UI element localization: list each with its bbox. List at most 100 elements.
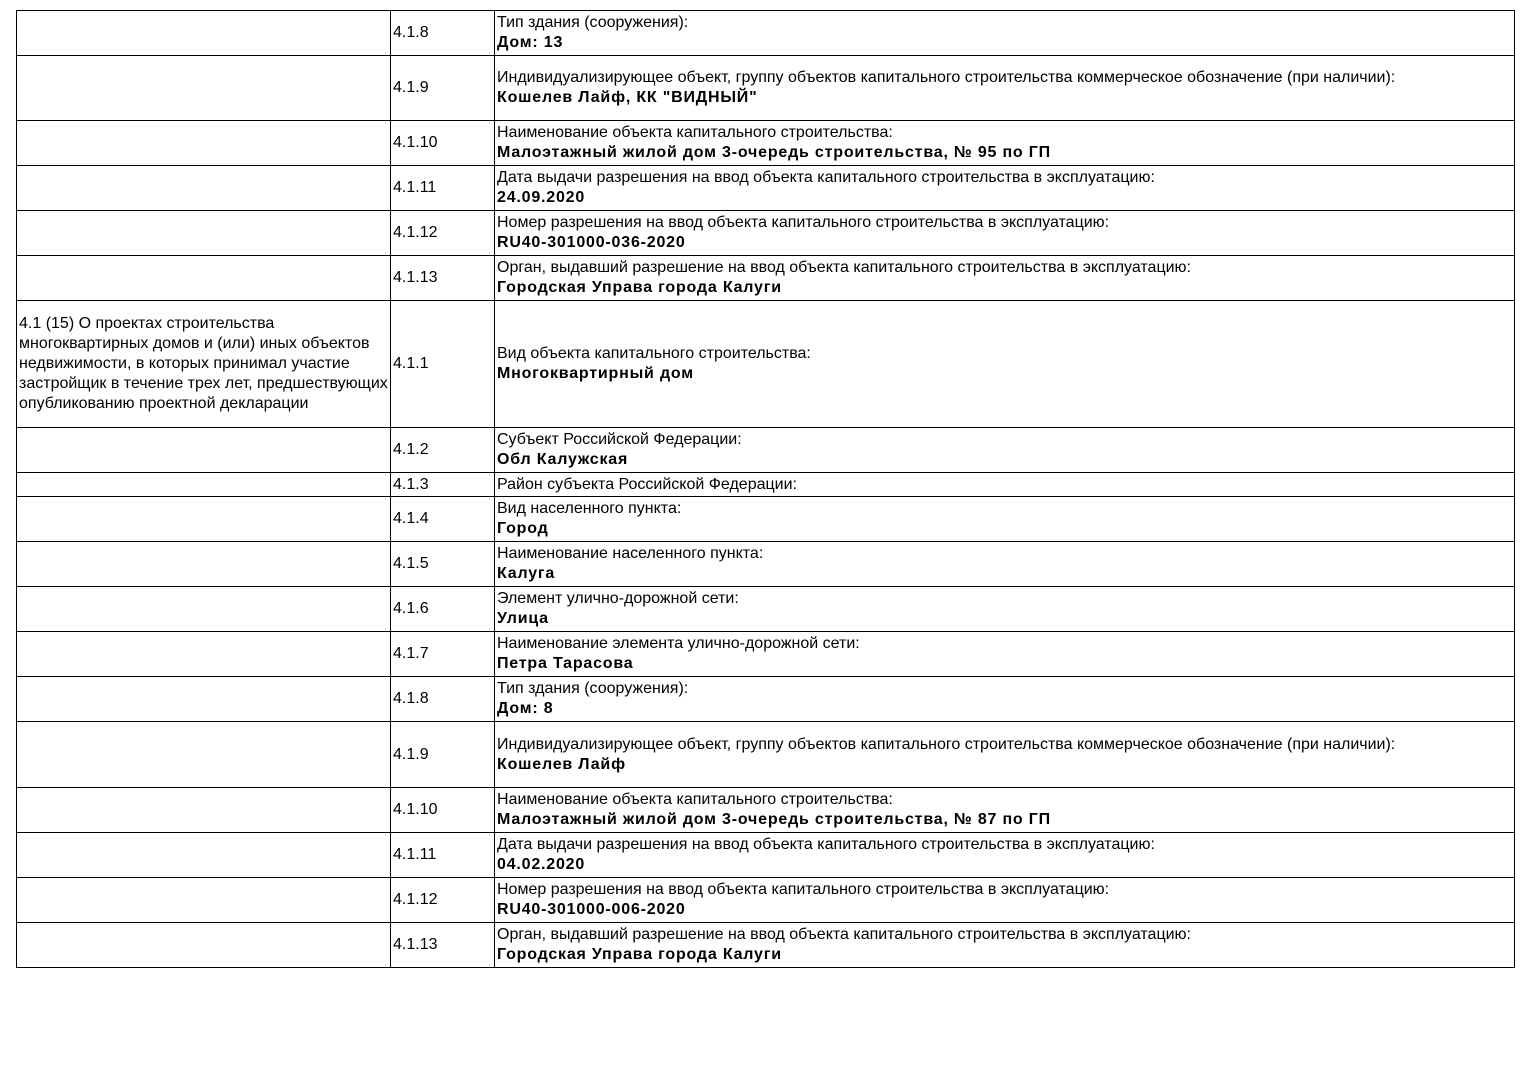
code-cell: 4.1.5 [391,542,495,587]
field-label: Номер разрешения на ввод объекта капитал… [497,214,1110,231]
content: Субъект Российской Федерации: Обл Калужск… [497,430,742,470]
field-value: Город [497,520,549,537]
item-code: 4.1.3 [393,475,429,493]
content-cell: Наименование объекта капитального строит… [495,121,1515,166]
section-cell [17,632,391,677]
content: Индивидуализирующее объект, группу объек… [497,735,1395,775]
table-row: 4.1.5 Наименование населенного пункта: Кал… [17,542,1515,587]
content: Тип здания (сооружения): Дом: 8 [497,679,688,719]
field-label: Район субъекта Российской Федерации: [497,475,797,493]
section-cell [17,587,391,632]
field-label: Наименование населенного пункта: [497,545,764,562]
section-cell [17,121,391,166]
code-cell: 4.1.13 [391,256,495,301]
field-value: Городская Управа города Калуги [497,946,782,963]
item-code: 4.1.1 [393,355,429,372]
content: Наименование элемента улично-дорожной се… [497,634,860,674]
section-cell [17,428,391,473]
table-row: 4.1.10 Наименование объекта капитального … [17,788,1515,833]
table-row: 4.1.10 Наименование объекта капитального … [17,121,1515,166]
table-row: 4.1.11 Дата выдачи разрешения на ввод объ… [17,833,1515,878]
section-cell [17,473,391,497]
item-code: 4.1.12 [393,224,438,241]
code-cell: 4.1.8 [391,677,495,722]
item-code: 4.1.6 [393,600,429,617]
item-code: 4.1.11 [393,179,437,196]
section-cell [17,11,391,56]
table-row: 4.1.13 Орган, выдавший разрешение на ввод… [17,923,1515,968]
field-value: 24.09.2020 [497,189,586,206]
code-cell: 4.1.12 [391,878,495,923]
field-label: Дата выдачи разрешения на ввод объекта к… [497,169,1155,186]
field-value: RU40-301000-036-2020 [497,234,686,251]
code-cell: 4.1.9 [391,56,495,121]
content: Орган, выдавший разрешение на ввод объек… [497,258,1191,298]
code-cell: 4.1.12 [391,211,495,256]
section-cell [17,788,391,833]
table-row: 4.1.12 Номер разрешения на ввод объекта к… [17,878,1515,923]
code-cell: 4.1.6 [391,587,495,632]
section-cell [17,923,391,968]
field-label: Вид населенного пункта: [497,500,682,517]
code-cell: 4.1.10 [391,121,495,166]
code-cell: 4.1.9 [391,722,495,788]
content-cell: Номер разрешения на ввод объекта капитал… [495,211,1515,256]
section-cell [17,166,391,211]
section-title: 4.1 (15) О проектах строительства многок… [19,315,388,412]
table-row: 4.1 (15) О проектах строительства многок… [17,301,1515,428]
field-label: Тип здания (сооружения): [497,680,689,697]
content: Район субъекта Российской Федерации: [497,475,797,495]
code-cell: 4.1.13 [391,923,495,968]
item-code: 4.1.13 [393,936,438,953]
field-label: Элемент улично-дорожной сети: [497,590,739,607]
code-cell: 4.1.1 [391,301,495,428]
content-cell: Номер разрешения на ввод объекта капитал… [495,878,1515,923]
content: Наименование населенного пункта: Калуга [497,544,763,584]
item-code: 4.1.13 [393,269,438,286]
content: Дата выдачи разрешения на ввод объекта к… [497,835,1155,875]
table-row: 4.1.13 Орган, выдавший разрешение на ввод… [17,256,1515,301]
content-cell: Индивидуализирующее объект, группу объек… [495,56,1515,121]
section-cell [17,878,391,923]
section-cell [17,833,391,878]
content-cell: Дата выдачи разрешения на ввод объекта к… [495,166,1515,211]
item-code: 4.1.10 [393,134,438,151]
content-cell: Наименование элемента улично-дорожной се… [495,632,1515,677]
item-code: 4.1.7 [393,645,429,662]
content-cell: Орган, выдавший разрешение на ввод объек… [495,256,1515,301]
field-label: Индивидуализирующее объект, группу объек… [497,69,1396,86]
section-cell [17,497,391,542]
section-cell [17,722,391,788]
field-value: Малоэтажный жилой дом 3-очередь строител… [497,811,1051,828]
field-label: Номер разрешения на ввод объекта капитал… [497,881,1110,898]
field-value: RU40-301000-006-2020 [497,901,686,918]
content-cell: Вид населенного пункта: Город [495,497,1515,542]
field-value: Кошелев Лайф, КК "ВИДНЫЙ" [497,89,758,106]
content: Дата выдачи разрешения на ввод объекта к… [497,168,1155,208]
content-cell: Тип здания (сооружения): Дом: 8 [495,677,1515,722]
field-value: Петра Тарасова [497,655,634,672]
item-code: 4.1.5 [393,555,429,572]
content-cell: Наименование населенного пункта: Калуга [495,542,1515,587]
field-value: Обл Калужская [497,451,629,468]
content-cell: Вид объекта капитального строительства: М… [495,301,1515,428]
content: Наименование объекта капитального строит… [497,123,1051,163]
code-cell: 4.1.10 [391,788,495,833]
content-cell: Элемент улично-дорожной сети: Улица [495,587,1515,632]
code-cell: 4.1.4 [391,497,495,542]
table-row: 4.1.6 Элемент улично-дорожной сети: Улица [17,587,1515,632]
field-label: Индивидуализирующее объект, группу объек… [497,735,1396,753]
content: Тип здания (сооружения): Дом: 13 [497,13,688,53]
section-cell [17,256,391,301]
table-row: 4.1.8 Тип здания (сооружения): Дом: 13 [17,11,1515,56]
item-code: 4.1.8 [393,690,429,707]
field-value: Дом: 8 [497,700,554,717]
table-row: 4.1.8 Тип здания (сооружения): Дом: 8 [17,677,1515,722]
code-cell: 4.1.7 [391,632,495,677]
field-value: Городская Управа города Калуги [497,279,782,296]
content-cell: Дата выдачи разрешения на ввод объекта к… [495,833,1515,878]
field-value: Дом: 13 [497,34,564,51]
content-cell: Субъект Российской Федерации: Обл Калужск… [495,428,1515,473]
section-cell [17,211,391,256]
field-value: Многоквартирный дом [497,365,694,382]
